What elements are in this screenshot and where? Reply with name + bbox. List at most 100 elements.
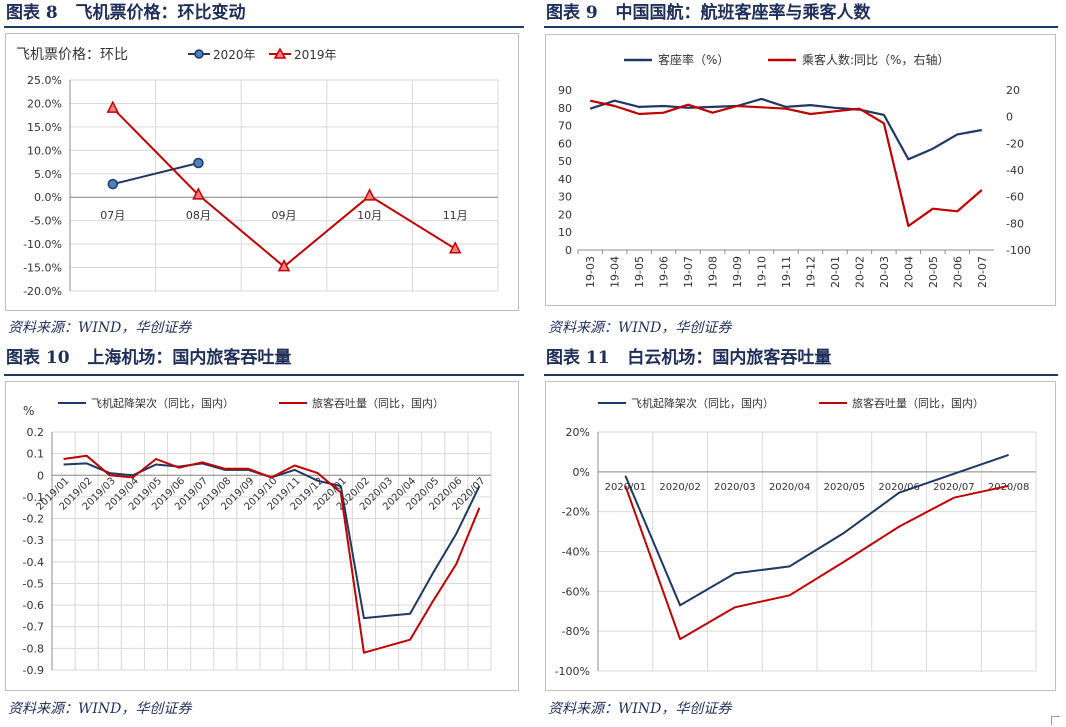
y-tick-label: 20% — [566, 426, 590, 439]
y-tick-label: -0.1 — [23, 491, 44, 504]
y-tick-label: -100% — [555, 665, 590, 678]
x-tick-label: 10月 — [357, 209, 382, 222]
y-tick-label: 5.0% — [34, 168, 62, 181]
y-tick-label: 10 — [558, 226, 572, 239]
y-tick-label: -60 — [1006, 191, 1024, 204]
y-tick-label: -0.7 — [23, 621, 44, 634]
x-tick-label: 2020/04 — [769, 482, 811, 493]
legend-label: 飞机起降架次（同比，国内） — [631, 396, 774, 410]
data-point — [107, 178, 119, 190]
x-tick-label: 19-03 — [584, 256, 597, 288]
y-tick-label: 0 — [1006, 111, 1013, 124]
y-tick-label: 40 — [558, 173, 572, 186]
y-tick-label: -0.8 — [23, 642, 44, 655]
title-rule — [4, 374, 524, 376]
y-axis-title: % — [23, 404, 34, 418]
x-tick-label: 07月 — [100, 209, 125, 222]
x-tick-label: 20-03 — [878, 256, 891, 288]
legend-marker-2020 — [194, 49, 204, 59]
chart-frame-9: 客座率（%） 乘客人数:同比（%，右轴） 90 80 70 60 50 40 30 20 10 0 20… — [545, 34, 1056, 306]
x-tick-label: 20-07 — [976, 256, 989, 288]
y-tick-label: 20.0% — [27, 97, 62, 110]
y-tick-label: 15.0% — [27, 121, 62, 134]
y-tick-label: -0.9 — [23, 664, 44, 677]
panel-number: 图表 11 — [546, 348, 610, 368]
title-rule — [544, 26, 1058, 28]
x-tick-label: 19-04 — [609, 256, 622, 288]
source-note: 资料来源：WIND，华创证券 — [548, 701, 732, 717]
source-note: 资料来源：WIND，华创证券 — [548, 320, 732, 336]
panel-number: 图表 8 — [6, 3, 58, 23]
x-tick-label: 2020/03 — [714, 482, 756, 493]
data-point — [193, 157, 204, 169]
y-tick-label: 10.0% — [27, 144, 62, 157]
y-tick-label: 80 — [558, 102, 572, 115]
y-tick-label: -10.0% — [23, 238, 62, 251]
x-tick-label: 20-04 — [902, 256, 915, 288]
y-tick-label: 30 — [558, 191, 572, 204]
y-tick-label: 25.0% — [27, 74, 62, 87]
x-tick-label: 2020/06 — [878, 482, 920, 493]
y-tick-label: -80 — [1006, 217, 1024, 230]
series-line-passengers — [624, 484, 1009, 641]
title-rule — [4, 26, 524, 28]
data-point — [277, 258, 291, 272]
series-line — [112, 107, 456, 268]
y-tick-label: -0.3 — [23, 534, 44, 547]
panel-title-9: 图表 9 中国国航：航班客座率与乘客人数 — [546, 0, 871, 26]
x-tick-label: 19-10 — [756, 256, 769, 288]
legend-label: 2019年 — [294, 48, 337, 62]
x-tick-label: 20-05 — [927, 256, 940, 288]
series-line — [112, 162, 199, 186]
panel-number: 图表 9 — [546, 3, 598, 23]
shanghai-airport-chart: % 飞机起降架次（同比，国内） 旅客吞吐量（同比，国内） 0.2 0.1 0 -0.1 -0.… — [23, 396, 492, 677]
source-note: 资料来源：WIND，华创证券 — [8, 320, 192, 336]
x-tick-label: 19-12 — [804, 256, 817, 288]
x-tick-label: 20-06 — [951, 256, 964, 288]
source-note: 资料来源：WIND，华创证券 — [8, 701, 192, 717]
y-tick-label: 0 — [565, 244, 572, 257]
chart-title: 飞机票价格：环比 — [16, 47, 128, 63]
x-tick-label: 19-07 — [682, 256, 695, 288]
y-tick-label: -0.5 — [23, 577, 44, 590]
x-tick-label: 11月 — [443, 209, 468, 222]
baiyun-airport-chart: 飞机起降架次（同比，国内） 旅客吞吐量（同比，国内） 20% 0% -20% -40% -6… — [555, 396, 1037, 678]
data-point — [192, 187, 205, 200]
y-tick-label: -100 — [1006, 244, 1031, 257]
chart-frame-8: 飞机票价格：环比 2020年 2019年 25.0% 20.0% 15.0% 10.0% 5.… — [5, 33, 519, 311]
legend-label: 乘客人数:同比（%，右轴） — [802, 52, 949, 67]
legend-label: 飞机起降架次（同比，国内） — [91, 396, 234, 410]
title-rule — [544, 374, 1058, 376]
page-corner-mark — [1051, 716, 1060, 725]
series-line-passengers — [589, 99, 983, 228]
chart-frame-10: % 飞机起降架次（同比，国内） 旅客吞吐量（同比，国内） 0.2 0.1 0 -0.1 -0.… — [5, 381, 519, 691]
series-line-load-factor — [589, 97, 982, 161]
panel-title-11: 图表 11 白云机场：国内旅客吞吐量 — [546, 345, 831, 371]
y-tick-label: -5.0% — [30, 215, 62, 228]
x-tick-label: 20-01 — [829, 256, 842, 288]
y-tick-label: -0.2 — [23, 513, 44, 526]
data-point — [363, 188, 376, 201]
legend-label: 2020年 — [213, 48, 256, 62]
y-tick-label: -0.6 — [23, 599, 44, 612]
y-tick-label: -40 — [1006, 164, 1024, 177]
legend-label: 旅客吞吐量（同比，国内） — [312, 396, 444, 410]
y-tick-label: -15.0% — [23, 262, 62, 275]
chart-frame-11: 飞机起降架次（同比，国内） 旅客吞吐量（同比，国内） 20% 0% -20% -40% -6… — [545, 381, 1056, 691]
legend-label: 客座率（%） — [658, 52, 729, 67]
y-tick-label: 90 — [558, 84, 572, 97]
data-point — [106, 100, 120, 113]
y-tick-label: 20 — [558, 208, 572, 221]
series-line-passengers — [63, 454, 481, 654]
air-china-chart: 客座率（%） 乘客人数:同比（%，右轴） 90 80 70 60 50 40 30 20 10 0 20… — [558, 52, 1031, 288]
legend-marker-2019 — [273, 47, 287, 59]
data-point — [448, 241, 462, 254]
y-tick-label: -60% — [562, 585, 590, 598]
y-tick-label: 60 — [558, 137, 572, 150]
legend-label: 旅客吞吐量（同比，国内） — [852, 396, 984, 410]
y-tick-label: -20% — [562, 506, 590, 519]
x-tick-label: 19-05 — [633, 256, 646, 288]
x-tick-label: 19-09 — [731, 256, 744, 288]
x-tick-label: 19-08 — [707, 256, 720, 288]
y-tick-label: 20 — [1006, 84, 1020, 97]
